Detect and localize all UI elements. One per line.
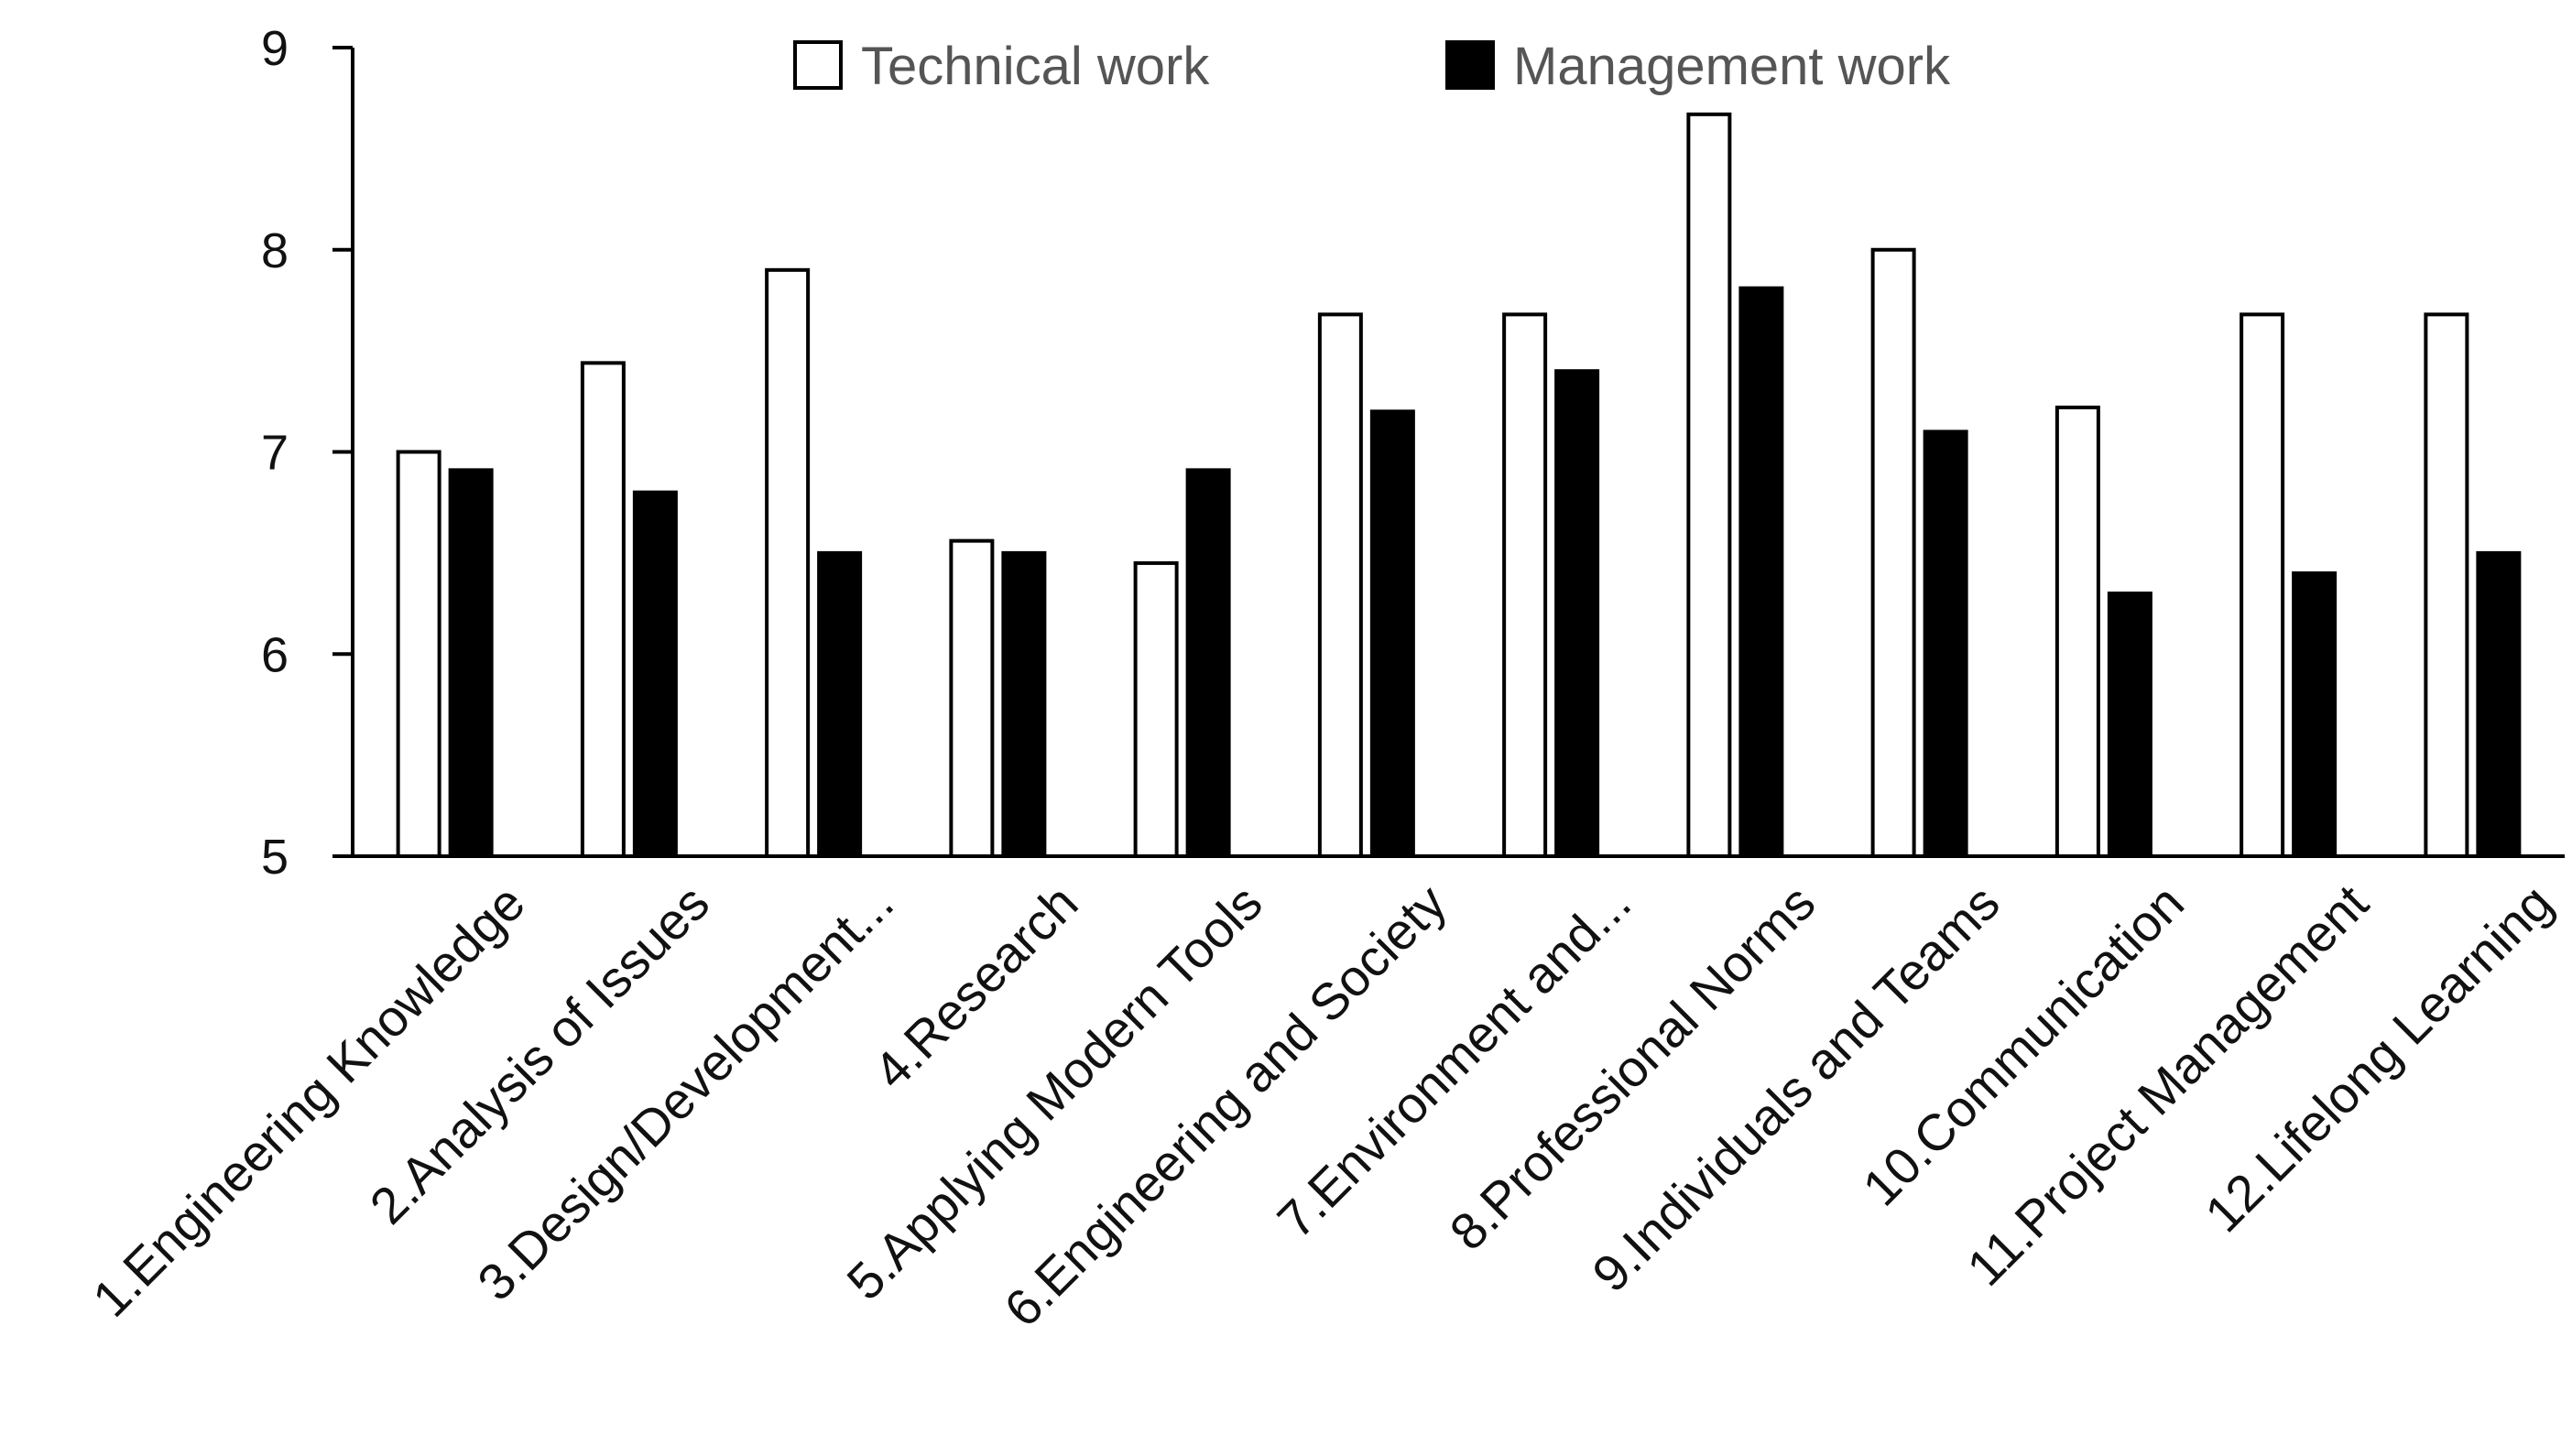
bars-group xyxy=(396,112,2522,859)
legend-item-technical: Technical work xyxy=(793,37,1210,96)
bar-management-work xyxy=(1923,429,1968,858)
legend-item-management: Management work xyxy=(1445,37,1951,96)
bar-technical-work xyxy=(1317,312,1363,858)
bar-technical-work xyxy=(765,267,811,858)
y-tick-label: 5 xyxy=(261,830,289,885)
bar-management-work xyxy=(1185,468,1231,858)
bar-technical-work xyxy=(580,361,626,858)
bar-management-work xyxy=(2292,570,2338,858)
bar-management-work xyxy=(1554,369,1600,858)
bar-technical-work xyxy=(1502,312,1548,858)
legend-swatch-management xyxy=(1445,40,1495,90)
legend-swatch-technical xyxy=(793,40,843,90)
legend: Technical work Management work xyxy=(793,37,1951,96)
category-label: 7.Environment and... xyxy=(1266,874,1641,1249)
bar-management-work xyxy=(2107,592,2152,859)
legend-label-management: Management work xyxy=(1513,37,1951,96)
y-tick-label: 8 xyxy=(261,223,289,278)
y-tick-label: 7 xyxy=(261,426,289,481)
bar-technical-work xyxy=(396,450,441,858)
bar-technical-work xyxy=(949,538,995,858)
category-label: 8.Professional Norms xyxy=(1438,874,1825,1261)
bar-technical-work xyxy=(1686,112,1732,859)
y-tick-label: 6 xyxy=(261,627,289,682)
bar-technical-work xyxy=(2054,405,2100,858)
bar-management-work xyxy=(632,490,678,859)
bar-technical-work xyxy=(1870,247,1916,858)
category-label: 2.Analysis of Issues xyxy=(358,874,719,1234)
category-label: 12.Lifelong Learning xyxy=(2194,874,2563,1243)
bar-management-work xyxy=(1738,286,1784,858)
bar-management-work xyxy=(2476,550,2522,858)
bar-technical-work xyxy=(2424,312,2469,858)
bar-management-work xyxy=(448,468,494,858)
bar-technical-work xyxy=(1133,560,1179,858)
bar-management-work xyxy=(817,550,863,858)
bar-technical-work xyxy=(2240,312,2285,858)
y-axis-ticks: 5 6 7 8 9 xyxy=(261,21,353,885)
category-label: 10.Communication xyxy=(1851,874,2195,1217)
bar-management-work xyxy=(1001,550,1047,858)
legend-label-technical: Technical work xyxy=(861,37,1210,96)
y-tick-label: 9 xyxy=(261,21,289,76)
bar-management-work xyxy=(1369,409,1415,858)
